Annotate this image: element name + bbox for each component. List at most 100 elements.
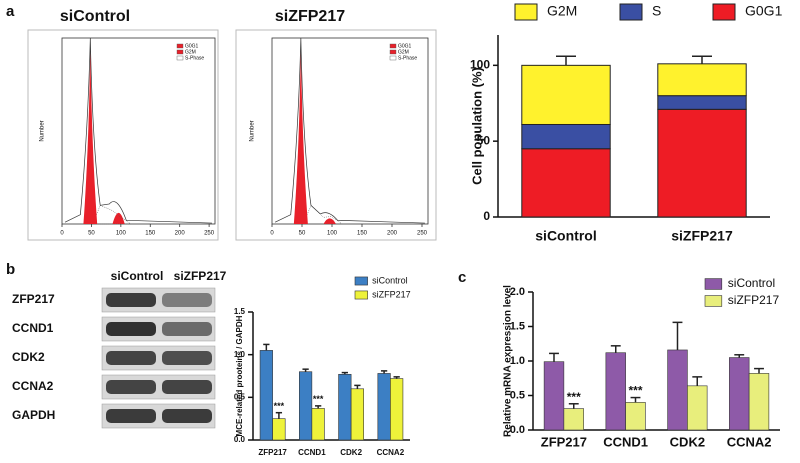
blot-row-label: ZFP217 <box>12 292 55 306</box>
g2m-peak <box>112 212 125 224</box>
flow-frame <box>235 29 437 241</box>
x-tick-label: 0 <box>60 231 64 237</box>
y-tick-label: 1.5 <box>234 307 246 316</box>
histogram-curve <box>64 37 212 224</box>
y-tick-label: 0.5 <box>234 392 246 401</box>
x-tick-label: CCND1 <box>603 434 648 449</box>
x-tick-label: 150 <box>357 231 368 237</box>
x-tick-label: 200 <box>387 231 398 237</box>
x-tick-label: 50 <box>88 231 95 237</box>
blot-band <box>106 322 156 336</box>
blot-row-label: CDK2 <box>12 350 45 364</box>
panel-label: b <box>6 261 15 278</box>
y-axis-label: Number <box>40 120 46 141</box>
x-tick-label: 100 <box>327 231 338 237</box>
s-phase <box>92 205 132 225</box>
blot-band <box>162 380 212 394</box>
x-tick-label: 50 <box>299 231 306 237</box>
legend-label: S-Phase <box>398 55 417 61</box>
x-tick-label: siControl <box>535 228 596 244</box>
legend-swatch <box>354 290 368 300</box>
bar <box>390 378 404 441</box>
legend-label: siControl <box>372 275 408 285</box>
histogram-curve <box>274 37 425 224</box>
annotation: *** <box>628 384 642 398</box>
x-tick-label: 0 <box>270 231 274 237</box>
legend-label: G0G1 <box>185 43 199 49</box>
legend-swatch <box>389 49 397 55</box>
legend-label: siZFP217 <box>728 293 780 307</box>
chart-title: siControl <box>60 8 130 25</box>
x-tick-label: CCNA2 <box>727 434 772 449</box>
legend-label: G2M <box>185 49 196 55</box>
bar <box>311 408 325 441</box>
annotation: *** <box>274 401 285 411</box>
bar-segment <box>521 148 611 218</box>
legend-swatch <box>354 276 368 286</box>
plot-frame <box>271 37 429 225</box>
legend-label: G2M <box>398 49 409 55</box>
x-tick-label: 200 <box>175 231 186 237</box>
blot-column-label: siZFP217 <box>174 269 227 283</box>
y-tick-label: 0 <box>483 209 490 223</box>
x-tick-label: 150 <box>145 231 156 237</box>
blot-band <box>162 409 212 423</box>
chart-title: siZFP217 <box>275 8 345 25</box>
flow-frame <box>27 29 219 241</box>
s-phase <box>302 204 344 225</box>
x-tick-label: siZFP217 <box>671 228 733 244</box>
blot-band <box>106 351 156 365</box>
legend-swatch <box>704 295 723 307</box>
bar <box>350 388 364 441</box>
x-tick-label: CCNA2 <box>377 448 405 457</box>
bar-segment <box>521 123 611 150</box>
bar-segment <box>657 95 747 110</box>
blot-band <box>106 409 156 423</box>
blot-band <box>162 293 212 307</box>
bar <box>272 418 286 441</box>
bar <box>605 352 626 431</box>
y-axis-label: Relative mRNA expression level <box>503 285 514 437</box>
legend-label: S-Phase <box>185 55 204 61</box>
bar-segment <box>657 63 747 97</box>
annotation: *** <box>567 390 581 404</box>
y-tick-label: 100 <box>470 58 490 72</box>
y-tick-label: 50 <box>477 133 491 147</box>
y-axis-label: MCE-related prooteins / GAPDH <box>235 315 244 436</box>
legend-label: S <box>652 3 661 19</box>
legend-label: G0G1 <box>398 43 412 49</box>
x-tick-label: 100 <box>116 231 127 237</box>
legend-swatch <box>176 43 184 49</box>
bar-segment <box>657 108 747 218</box>
y-tick-label: 2.0 <box>510 286 525 298</box>
blot-band <box>162 351 212 365</box>
x-tick-label: CCND1 <box>298 448 326 457</box>
blot-row-label: GAPDH <box>12 408 55 422</box>
blot-band <box>162 322 212 336</box>
y-tick-label: 0.0 <box>510 424 525 436</box>
x-tick-label: CDK2 <box>340 448 362 457</box>
legend-swatch <box>176 55 184 61</box>
bar <box>543 361 565 431</box>
g0g1-peak <box>83 47 98 224</box>
blot-row-label: CCNA2 <box>12 379 54 393</box>
bar <box>729 357 750 431</box>
panel-label: a <box>6 3 15 20</box>
y-axis-label: Cell population (%) <box>469 67 484 185</box>
bar <box>299 371 313 441</box>
annotation: *** <box>313 394 324 404</box>
y-tick-label: 1.5 <box>510 320 525 332</box>
bar <box>748 373 770 431</box>
bar <box>563 408 584 431</box>
bar <box>338 373 352 441</box>
y-tick-label: 1.0 <box>234 350 246 359</box>
legend-swatch <box>712 3 736 21</box>
bar-segment <box>521 64 611 125</box>
x-tick-label: CDK2 <box>670 434 705 449</box>
g0g1-peak <box>293 47 308 224</box>
x-tick-label: 250 <box>204 231 215 237</box>
y-tick-label: 0.5 <box>510 389 525 401</box>
plot-frame <box>61 37 216 225</box>
bar <box>687 385 708 431</box>
